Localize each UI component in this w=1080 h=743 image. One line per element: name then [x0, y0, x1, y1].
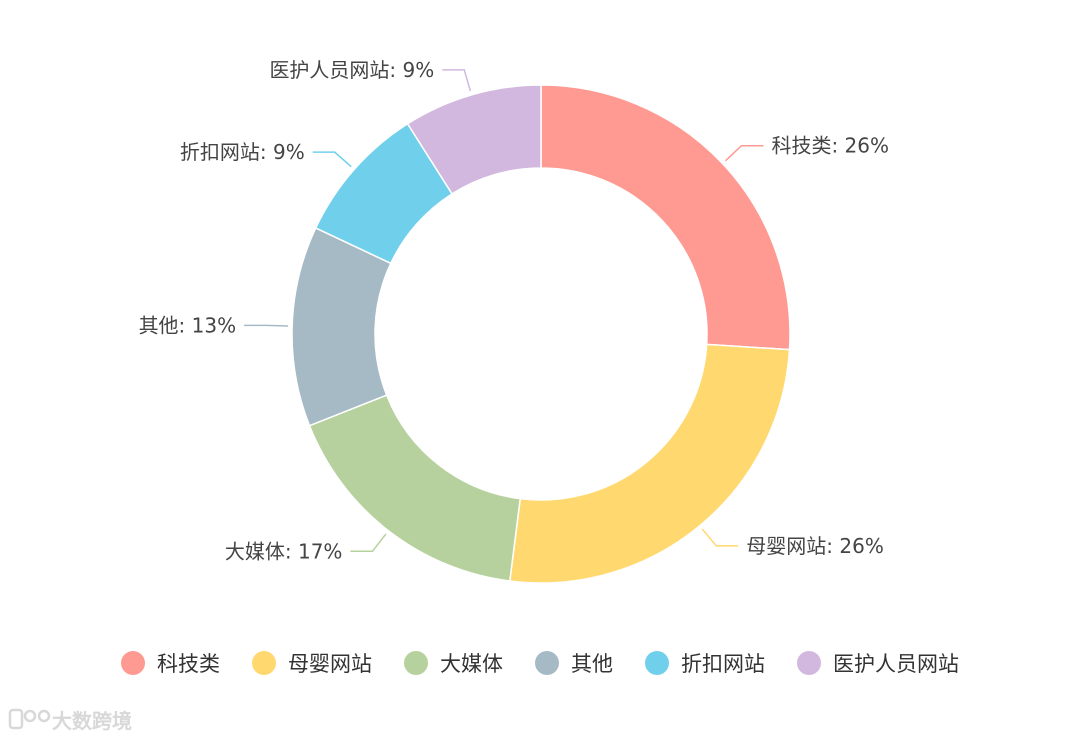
legend-dot: [645, 651, 669, 675]
legend-label: 医护人员网站: [833, 652, 959, 676]
leader-line-3: [350, 533, 387, 553]
donut-slice-6[interactable]: [406, 84, 542, 195]
donut-slice-4[interactable]: [291, 226, 392, 427]
legend-dot: [121, 651, 145, 675]
legend[interactable]: 科技类 母婴网站 大媒体 其他 折扣网站 医护人员网站: [121, 651, 959, 676]
legend-label: 科技类: [157, 652, 220, 676]
legend-label: 大媒体: [440, 652, 503, 676]
legend-dot: [404, 651, 428, 675]
legend-item-5[interactable]: 折扣网站: [645, 651, 765, 676]
legend-label: 母婴网站: [288, 652, 372, 676]
donut-slice-1[interactable]: [540, 84, 791, 351]
watermark: 大数跨境: [8, 708, 132, 733]
legend-item-6[interactable]: 医护人员网站: [797, 651, 959, 676]
leader-line-6: [442, 69, 472, 92]
slice-labels: 科技类: 26% 母婴网站: 26% 大媒体: 17% 其他: 13% 折扣网站: 9%…: [139, 58, 889, 563]
leader-line-5: [312, 151, 352, 168]
legend-item-4[interactable]: 其他: [535, 651, 613, 676]
label-leader-lines: [244, 69, 764, 553]
slice-label-1: 科技类: 26%: [771, 134, 889, 158]
brand-logo-icon: [8, 708, 51, 730]
legend-dot: [535, 651, 559, 675]
slice-label-6: 医护人员网站: 9%: [269, 58, 434, 82]
donut-slice-2[interactable]: [508, 343, 791, 584]
legend-label: 折扣网站: [681, 652, 765, 676]
legend-dot: [252, 651, 276, 675]
leader-line-2: [701, 528, 739, 547]
slice-label-5: 折扣网站: 9%: [180, 140, 305, 164]
slice-label-4: 其他: 13%: [139, 313, 237, 337]
legend-dot: [797, 651, 821, 675]
legend-item-1[interactable]: 科技类: [121, 651, 220, 676]
leader-line-1: [724, 144, 764, 162]
legend-item-2[interactable]: 母婴网站: [252, 651, 372, 676]
slice-label-3: 大媒体: 17%: [225, 539, 343, 563]
slice-label-2: 母婴网站: 26%: [746, 534, 884, 558]
leader-line-4: [244, 324, 289, 327]
legend-label: 其他: [571, 652, 613, 676]
donut-slices: [291, 84, 791, 584]
watermark-text: 大数跨境: [52, 709, 132, 733]
legend-item-3[interactable]: 大媒体: [404, 651, 503, 676]
